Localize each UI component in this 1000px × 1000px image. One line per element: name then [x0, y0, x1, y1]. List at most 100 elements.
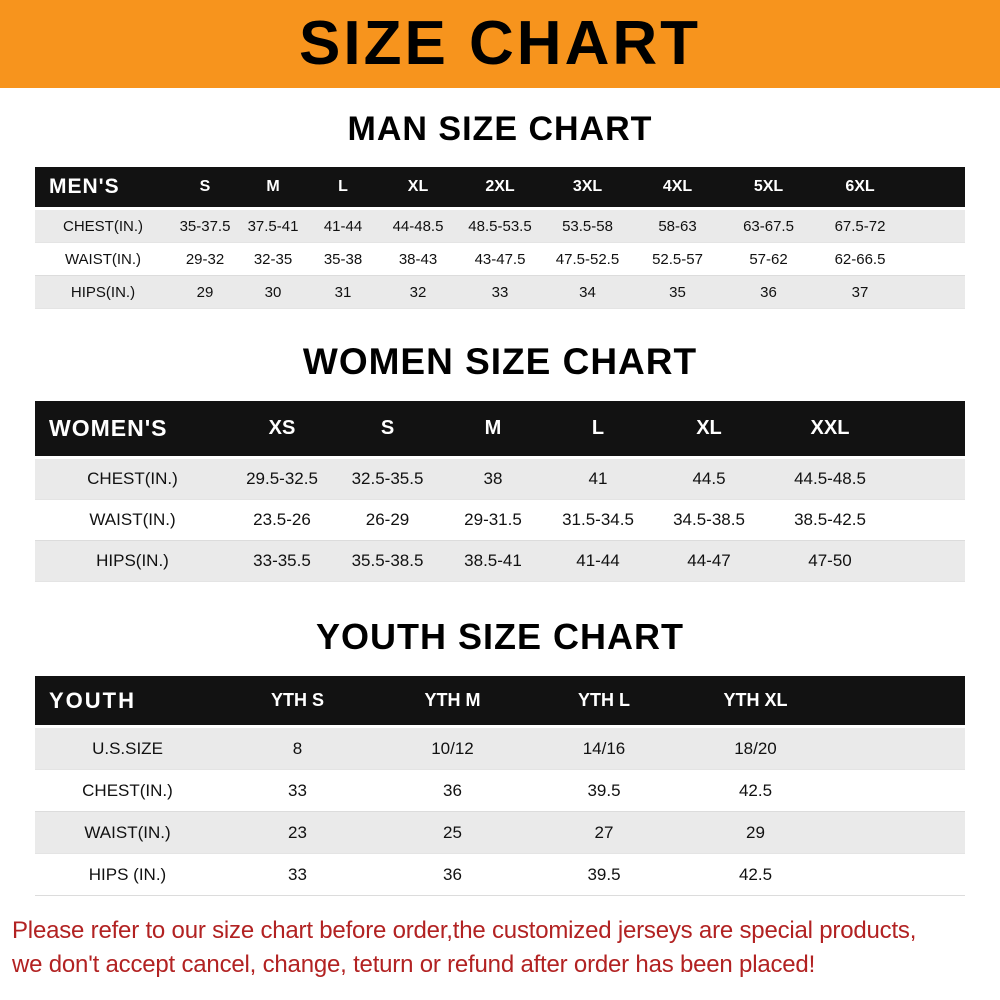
column-header: XL: [407, 178, 429, 195]
size-cell: 34: [579, 283, 596, 301]
women-size-table: WOMEN'S XS S M L XL XXL CHEST(IN.) 29.5-…: [35, 401, 965, 582]
men-chart-heading: MAN SIZE CHART: [347, 110, 653, 148]
size-cell: 37: [851, 283, 869, 301]
size-cell: 36: [760, 283, 777, 301]
table-row: WAIST(IN.) 23 25 27 29: [35, 812, 965, 854]
size-cell: 38-43: [398, 250, 438, 268]
row-label: HIPS(IN.): [96, 551, 169, 570]
size-cell: 33: [491, 283, 509, 301]
women-table-header-row: WOMEN'S XS S M L XL XXL: [35, 401, 965, 456]
column-header: M: [484, 417, 502, 439]
size-cell: 47-50: [808, 551, 852, 570]
size-cell: 57-62: [749, 250, 788, 268]
table-row: U.S.SIZE 8 10/12 14/16 18/20: [35, 728, 965, 770]
page-title: SIZE CHART: [299, 9, 701, 78]
size-cell: 44.5: [692, 469, 726, 488]
table-row: WAIST(IN.) 29-32 32-35 35-38 38-43 43-47…: [35, 243, 965, 276]
size-cell: 41: [588, 469, 608, 488]
youth-table-label: YOUTH: [49, 687, 136, 713]
row-label: CHEST(IN.): [87, 469, 178, 488]
size-cell: 48.5-53.5: [468, 217, 532, 235]
order-note-line2: we don't accept cancel, change, teturn o…: [12, 950, 816, 978]
size-cell: 29: [196, 283, 214, 301]
size-cell: 67.5-72: [834, 217, 886, 235]
size-cell: 63-67.5: [743, 217, 794, 235]
size-cell: 10/12: [431, 738, 474, 758]
size-cell: 32-35: [253, 250, 293, 268]
column-header: XS: [268, 417, 296, 439]
youth-chart-heading: YOUTH SIZE CHART: [315, 616, 684, 657]
size-cell: 42.5: [738, 864, 773, 884]
row-label: HIPS (IN.): [88, 864, 167, 884]
order-note-line1: Please refer to our size chart before or…: [12, 917, 917, 944]
size-cell: 35-38: [323, 250, 363, 268]
size-cell: 31.5-34.5: [562, 510, 634, 529]
size-cell: 29-32: [185, 250, 225, 268]
men-table-header-row: MEN'S S M L XL 2XL 3XL 4XL 5XL 6XL: [35, 167, 965, 207]
column-header: 6XL: [845, 178, 875, 195]
column-header: S: [380, 417, 395, 439]
size-cell: 26-29: [365, 510, 410, 529]
column-header: YTH S: [270, 690, 324, 710]
column-header: S: [199, 178, 211, 195]
size-cell: 25: [443, 822, 462, 842]
size-cell: 47.5-52.5: [555, 250, 620, 268]
size-cell: 27: [594, 822, 614, 842]
size-cell: 62-66.5: [834, 250, 886, 268]
row-label: HIPS(IN.): [70, 283, 136, 301]
row-label: WAIST(IN.): [89, 510, 176, 529]
order-note: Please refer to our size chart before or…: [12, 914, 988, 981]
size-cell: 41-44: [576, 551, 620, 570]
table-row: WAIST(IN.) 23.5-26 26-29 29-31.5 31.5-34…: [35, 500, 965, 541]
size-cell: 33-35.5: [253, 551, 311, 570]
row-label: WAIST(IN.): [84, 822, 171, 842]
column-header: YTH M: [424, 690, 481, 710]
column-header: YTH XL: [723, 690, 788, 710]
size-cell: 43-47.5: [474, 250, 526, 268]
column-header: XL: [696, 417, 722, 439]
column-header: 3XL: [572, 178, 603, 195]
size-cell: 30: [264, 283, 282, 301]
size-cell: 36: [443, 780, 462, 800]
men-size-table: MEN'S S M L XL 2XL 3XL 4XL 5XL 6XL CHEST…: [35, 167, 965, 309]
column-header: YTH L: [578, 690, 630, 710]
size-cell: 32.5-35.5: [351, 469, 424, 488]
row-label: WAIST(IN.): [64, 250, 142, 268]
size-cell: 14/16: [582, 738, 626, 758]
women-chart-heading: WOMEN SIZE CHART: [302, 341, 698, 382]
table-row: HIPS(IN.) 29 30 31 32 33 34 35 36 37: [35, 276, 965, 309]
size-cell: 33: [288, 780, 307, 800]
size-cell: 35.5-38.5: [351, 551, 424, 570]
women-table-label: WOMEN'S: [49, 415, 168, 441]
size-cell: 32: [409, 283, 427, 301]
size-cell: 41-44: [323, 217, 363, 235]
size-cell: 53.5-58: [562, 217, 613, 235]
table-row: HIPS (IN.) 33 36 39.5 42.5: [35, 854, 965, 896]
column-header: 4XL: [662, 178, 693, 195]
size-cell: 36: [443, 864, 462, 884]
column-header: 5XL: [753, 178, 784, 195]
size-cell: 29.5-32.5: [246, 469, 318, 488]
size-cell: 42.5: [738, 780, 773, 800]
size-cell: 31: [334, 283, 352, 301]
table-row: CHEST(IN.) 29.5-32.5 32.5-35.5 38 41 44.…: [35, 459, 965, 500]
size-cell: 29-31.5: [464, 510, 522, 529]
row-label: CHEST(IN.): [63, 217, 143, 235]
size-cell: 33: [288, 864, 307, 884]
table-row: HIPS(IN.) 33-35.5 35.5-38.5 38.5-41 41-4…: [35, 541, 965, 582]
size-cell: 23: [288, 822, 307, 842]
size-cell: 8: [292, 738, 303, 758]
size-cell: 18/20: [734, 738, 777, 758]
column-header: L: [591, 417, 605, 439]
row-label: U.S.SIZE: [92, 738, 163, 758]
size-cell: 35: [669, 283, 686, 301]
column-header: 2XL: [485, 178, 515, 195]
size-cell: 58-63: [658, 217, 697, 235]
banner: SIZE CHART: [0, 0, 1000, 88]
size-cell: 38: [483, 469, 503, 488]
size-cell: 44-48.5: [392, 217, 444, 235]
size-cell: 23.5-26: [253, 510, 311, 529]
table-row: CHEST(IN.) 33 36 39.5 42.5: [35, 770, 965, 812]
youth-size-table: YOUTH YTH S YTH M YTH L YTH XL U.S.SIZE …: [35, 676, 965, 896]
column-header: M: [266, 178, 280, 195]
